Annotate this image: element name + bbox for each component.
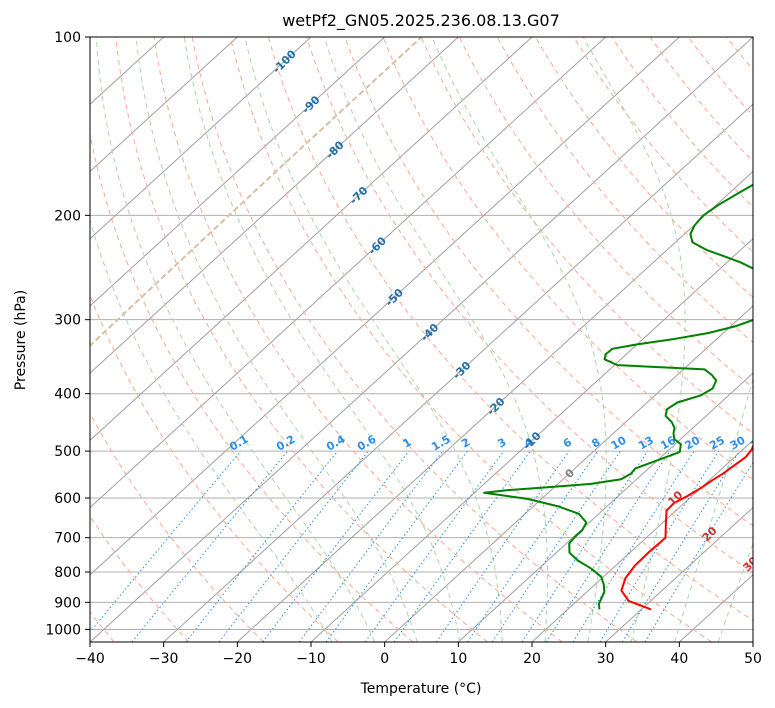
- isotherm-line: [90, 37, 312, 240]
- mixing-ratio-line: [262, 450, 410, 642]
- mixing-ratio-line: [131, 450, 288, 642]
- isotherm-line: [90, 37, 238, 173]
- background-lines: [90, 37, 753, 642]
- isotherm-line: [531, 439, 753, 642]
- isotherm-line: [90, 37, 533, 442]
- isotherm-line: [236, 170, 753, 642]
- isotherm-line: [457, 372, 753, 642]
- isotherm-line: [90, 37, 753, 642]
- dry-adiabat-line: [268, 37, 753, 622]
- isotherm-line: [163, 103, 753, 642]
- x-tick-label: 0: [380, 651, 389, 667]
- dry-adiabat-line: [115, 37, 488, 642]
- mixing-ratio-label: 36: [748, 433, 768, 452]
- x-tick-label: −10: [296, 651, 326, 667]
- isotherm-line: [90, 37, 680, 576]
- mixing-ratio-line: [325, 450, 468, 642]
- moist-adiabat-line: [183, 37, 461, 642]
- dry-adiabat-line: [191, 37, 638, 642]
- profile-lines: [483, 183, 753, 611]
- dry-adiabat-line: [90, 131, 414, 642]
- x-tick-label: 20: [523, 651, 541, 667]
- isotherm-line: [310, 237, 753, 642]
- isotherm-line: [90, 37, 459, 374]
- mixing-ratio-line: [467, 450, 599, 642]
- y-tick-label: 800: [54, 565, 81, 581]
- mixing-ratio-line: [298, 450, 444, 642]
- x-tick-label: −30: [149, 651, 179, 667]
- isotherm-line: [605, 506, 753, 642]
- dry-adiabat-line: [90, 293, 339, 642]
- dry-adiabat-line: [535, 37, 753, 298]
- x-tick-label: −20: [223, 651, 253, 667]
- cold-boundary-line: [90, 37, 423, 348]
- dry-adiabat-line: [649, 37, 753, 163]
- plot-frame: [89, 36, 754, 643]
- mixing-ratio-line: [435, 450, 570, 642]
- mixing-ratio-line: [545, 450, 671, 642]
- x-tick-label: 50: [744, 651, 762, 667]
- dry-adiabat-line: [90, 412, 264, 642]
- moist-adiabat-line: [135, 37, 418, 642]
- y-tick-label: 600: [54, 491, 81, 507]
- moist-adiabat-line: [244, 37, 503, 642]
- mixing-ratio-line: [185, 450, 338, 642]
- mixing-ratio-line: [90, 450, 242, 633]
- chart-title: wetPf2_GN05.2025.236.08.13.G07: [282, 11, 560, 31]
- mixing-ratio-line: [364, 450, 505, 642]
- x-tick-label: 30: [597, 651, 615, 667]
- dry-adiabat-line: [90, 515, 190, 642]
- dry-adiabat-line: [496, 37, 753, 344]
- temperature-profile-line: [620, 443, 753, 611]
- moist-adiabat-line: [431, 37, 607, 642]
- y-tick-label: 900: [54, 595, 81, 611]
- dry-adiabat-line: [611, 37, 753, 208]
- y-tick-label: 100: [54, 30, 81, 46]
- mixing-ratio-line: [621, 450, 740, 642]
- axes: −40 −30 −20 −10 0 10 20 30 40 50 100 200 300 400 500 60…: [45, 30, 762, 667]
- moist-adiabat-line: [95, 37, 376, 642]
- dry-adiabat-line: [153, 37, 563, 642]
- y-tick-label: 200: [54, 208, 81, 224]
- x-tick-label: −40: [75, 651, 105, 667]
- x-tick-label: 40: [670, 651, 688, 667]
- y-tick-label: 400: [54, 387, 81, 403]
- y-axis-label: Pressure (hPa): [13, 290, 29, 390]
- mixing-ratio-line: [572, 450, 695, 642]
- mixing-ratio-line: [521, 450, 649, 642]
- dry-adiabat-line: [229, 37, 712, 642]
- moist-adiabat-line: [90, 218, 333, 642]
- isotherm-line: [90, 37, 607, 509]
- y-tick-label: 300: [54, 313, 81, 329]
- mixing-ratio-line: [491, 450, 621, 642]
- y-tick-label: 1000: [45, 622, 81, 638]
- isotherm-line: [90, 37, 386, 307]
- x-tick-label: 10: [449, 651, 467, 667]
- y-tick-label: 500: [54, 444, 81, 460]
- x-axis-label: Temperature (°C): [360, 681, 482, 697]
- dry-adiabat-line: [573, 37, 753, 253]
- isotherm-line: [384, 305, 753, 642]
- y-tick-label: 700: [54, 531, 81, 547]
- dewpoint-profile-line: [483, 183, 753, 610]
- dry-adiabat-line: [382, 37, 753, 481]
- dry-adiabat-line: [306, 37, 753, 574]
